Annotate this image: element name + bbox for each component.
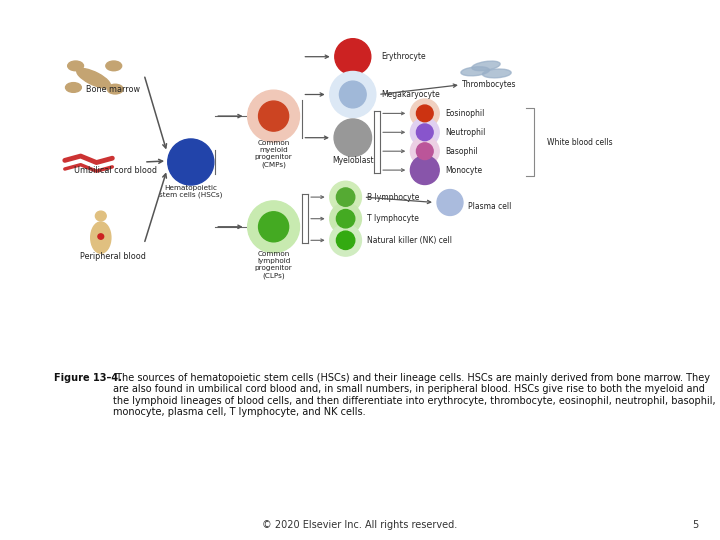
Ellipse shape: [461, 67, 490, 76]
Text: Figure 13–4.: Figure 13–4.: [54, 373, 122, 383]
Ellipse shape: [330, 181, 361, 213]
Ellipse shape: [106, 61, 122, 71]
Ellipse shape: [248, 90, 300, 142]
Ellipse shape: [472, 61, 500, 71]
Ellipse shape: [416, 143, 433, 159]
Ellipse shape: [416, 124, 433, 140]
Text: Natural killer (NK) cell: Natural killer (NK) cell: [367, 236, 452, 245]
Text: Thrombocytes: Thrombocytes: [462, 80, 517, 90]
Text: Basophil: Basophil: [445, 147, 477, 156]
Text: White blood cells: White blood cells: [547, 138, 613, 146]
Ellipse shape: [437, 190, 463, 215]
Text: Monocyte: Monocyte: [445, 166, 482, 174]
Text: Bone marrow: Bone marrow: [86, 85, 140, 94]
Ellipse shape: [335, 39, 371, 75]
Text: Common
myeloid
progenitor
(CMPs): Common myeloid progenitor (CMPs): [255, 140, 292, 168]
Text: Umbilical cord blood: Umbilical cord blood: [73, 166, 157, 175]
Text: Eosinophil: Eosinophil: [445, 109, 485, 118]
Ellipse shape: [336, 231, 355, 249]
Text: T lymphocyte: T lymphocyte: [367, 214, 419, 223]
Ellipse shape: [410, 118, 439, 147]
Ellipse shape: [258, 101, 289, 131]
Text: Hematopoietic
stem cells (HSCs): Hematopoietic stem cells (HSCs): [159, 185, 222, 198]
Ellipse shape: [482, 69, 511, 78]
Text: © 2020 Elsevier Inc. All rights reserved.: © 2020 Elsevier Inc. All rights reserved…: [262, 520, 458, 530]
Text: Erythrocyte: Erythrocyte: [382, 52, 426, 61]
Ellipse shape: [410, 99, 439, 128]
Text: Common
lymphoid
progenitor
(CLPs): Common lymphoid progenitor (CLPs): [255, 251, 292, 279]
Ellipse shape: [410, 137, 439, 166]
Ellipse shape: [258, 212, 289, 242]
Ellipse shape: [107, 84, 123, 94]
Ellipse shape: [330, 225, 361, 256]
Ellipse shape: [98, 234, 104, 239]
Ellipse shape: [68, 61, 84, 71]
Text: Peripheral blood: Peripheral blood: [80, 252, 146, 261]
Ellipse shape: [410, 156, 439, 185]
Ellipse shape: [66, 83, 81, 92]
Ellipse shape: [248, 201, 300, 253]
Ellipse shape: [330, 71, 376, 118]
Ellipse shape: [339, 81, 366, 108]
Text: Plasma cell: Plasma cell: [468, 202, 511, 211]
Text: The sources of hematopoietic stem cells (HSCs) and their lineage cells. HSCs are: The sources of hematopoietic stem cells …: [113, 373, 716, 417]
Text: 5: 5: [692, 520, 698, 530]
Text: Neutrophil: Neutrophil: [445, 128, 485, 137]
Ellipse shape: [334, 119, 372, 157]
Ellipse shape: [91, 222, 111, 253]
Ellipse shape: [95, 211, 107, 221]
Ellipse shape: [168, 139, 214, 185]
Ellipse shape: [330, 203, 361, 234]
Ellipse shape: [336, 188, 355, 206]
Ellipse shape: [77, 69, 110, 88]
Text: Megakaryocyte: Megakaryocyte: [382, 90, 441, 99]
Ellipse shape: [416, 105, 433, 122]
Text: B lymphocyte: B lymphocyte: [367, 193, 420, 201]
Text: Myeloblast: Myeloblast: [332, 156, 374, 165]
Ellipse shape: [336, 210, 355, 228]
